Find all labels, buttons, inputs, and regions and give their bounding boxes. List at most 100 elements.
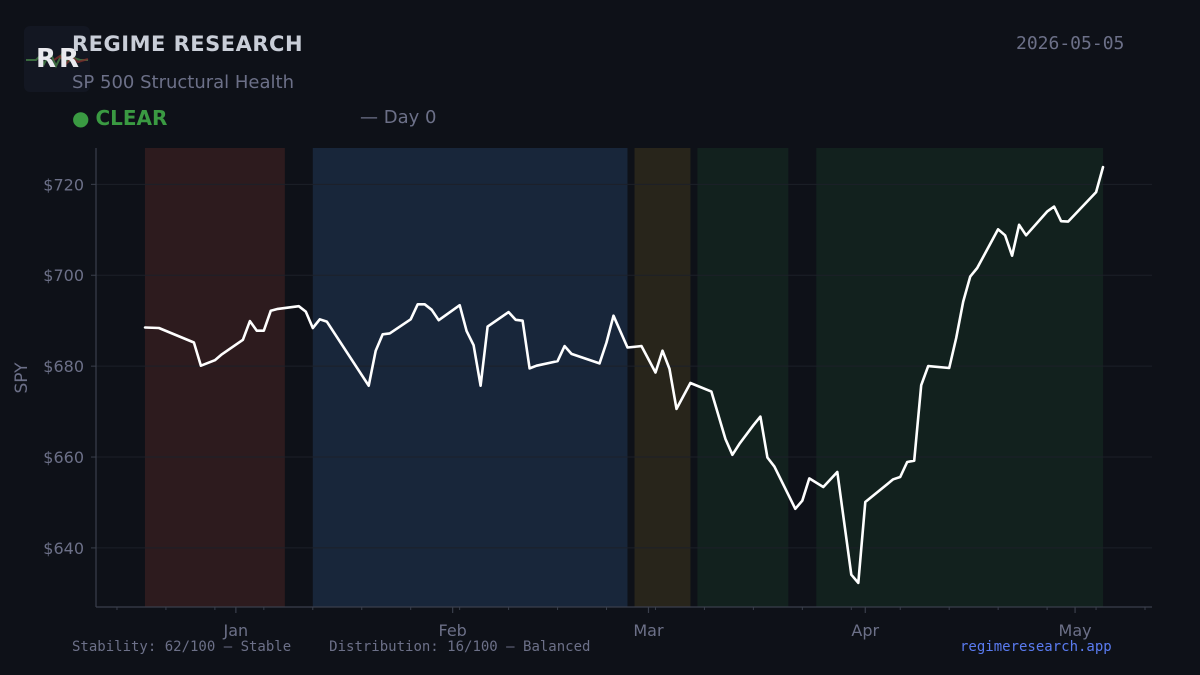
status-label: CLEAR [95,106,168,130]
spy-point [221,353,223,356]
spy-point [479,384,482,387]
site-link[interactable]: regimeresearch.app [960,639,1112,655]
spy-point [144,326,146,329]
spy-point [556,360,559,362]
logo-letters: RR [36,44,83,74]
spy-point [640,345,643,347]
x-tick-label: Feb [438,621,466,640]
spy-point [1053,205,1055,208]
regime-band-1 [144,148,285,607]
tick-marks [91,183,1146,613]
y-tick-label: $640 [43,539,84,558]
spy-point [598,362,601,365]
spy-point [249,320,251,322]
distribution-metric: Distribution: 16/100 — Balanced [329,639,591,655]
x-tick-label: Apr [851,621,879,640]
spy-point [976,267,978,269]
spy-point [1018,224,1020,226]
spy-point [311,327,314,329]
spy-point [766,456,769,459]
spy-point [759,415,762,418]
spy-point [263,329,265,332]
y-tick-label: $700 [43,266,84,285]
spy-point [1067,220,1069,223]
regime-band-4 [697,148,789,607]
spy-point [193,341,195,344]
spy-point [423,303,426,306]
axes [95,148,1152,608]
spy-point [626,346,629,349]
spy-point [563,345,566,347]
spy-point [794,508,797,510]
spy-point [892,478,895,481]
spy-point [836,471,839,473]
spy-point [913,459,916,462]
stability-metric: Stability: 62/100 — Stable [72,639,292,655]
y-axis-label: SPY [12,362,32,394]
spy-point [388,332,391,335]
spy-point [430,308,433,311]
logo: RR [24,26,90,92]
spy-point [242,338,244,341]
regime-band-3 [634,148,691,607]
spy-point [1102,166,1104,168]
spy-point [158,327,160,329]
y-tick-label: $720 [43,175,84,194]
spy-point [325,320,328,323]
series-group [143,165,1105,585]
spy-point [1004,234,1006,237]
spy-point [381,333,384,336]
x-tick-label: May [1059,621,1092,640]
spy-point [200,364,202,367]
spy-point [969,275,971,278]
grid-lines [96,183,1152,549]
spy-point [486,325,489,328]
spy-point [906,461,909,463]
day-counter: — Day 0 [360,107,437,128]
spy-point [724,438,727,440]
y-tick-label: $680 [43,357,84,376]
spy-point [528,367,531,370]
regime-band-2 [312,148,628,607]
x-tick-label: Jan [223,621,249,640]
spy-point [864,501,867,503]
spy-point [738,443,741,445]
spy-point [1025,234,1027,237]
spy-point [899,476,902,478]
spy-point [1095,191,1097,193]
spy-point [270,309,272,312]
tick-labels: $640 $660 $680 $700 $720 Jan Feb Mar Apr May [43,175,1091,640]
spy-point [465,330,468,332]
status-dot-icon: ● [72,106,90,130]
brand-title: REGIME RESEARCH [72,32,304,56]
spy-point [962,300,964,303]
spy-point [472,344,475,347]
spy-point [668,368,671,370]
spy-point [661,349,664,352]
spy-point [948,367,950,369]
spy-point [752,424,755,427]
spy-point [1060,220,1062,222]
spy-point [850,573,853,576]
y-tick-label: $660 [43,448,84,467]
spy-point [808,477,811,480]
spy-point [955,337,957,339]
spy-point [1011,254,1013,257]
spy-point [367,384,370,387]
spy-price-line [143,165,1105,585]
report-date: 2026-05-05 [1016,33,1125,54]
spy-point [521,319,524,322]
spy-point [416,303,419,306]
spy-point [801,499,804,502]
spy-point [612,314,615,317]
spy-point [920,384,923,387]
spy-point [675,408,678,410]
spy-point [374,349,377,352]
spy-point [857,582,860,584]
spy-point [1046,210,1048,213]
spy-point [318,318,321,321]
logo-pulse-icon [26,49,89,69]
spy-point [305,310,307,313]
chart-subtitle: SP 500 Structural Health [72,72,294,93]
